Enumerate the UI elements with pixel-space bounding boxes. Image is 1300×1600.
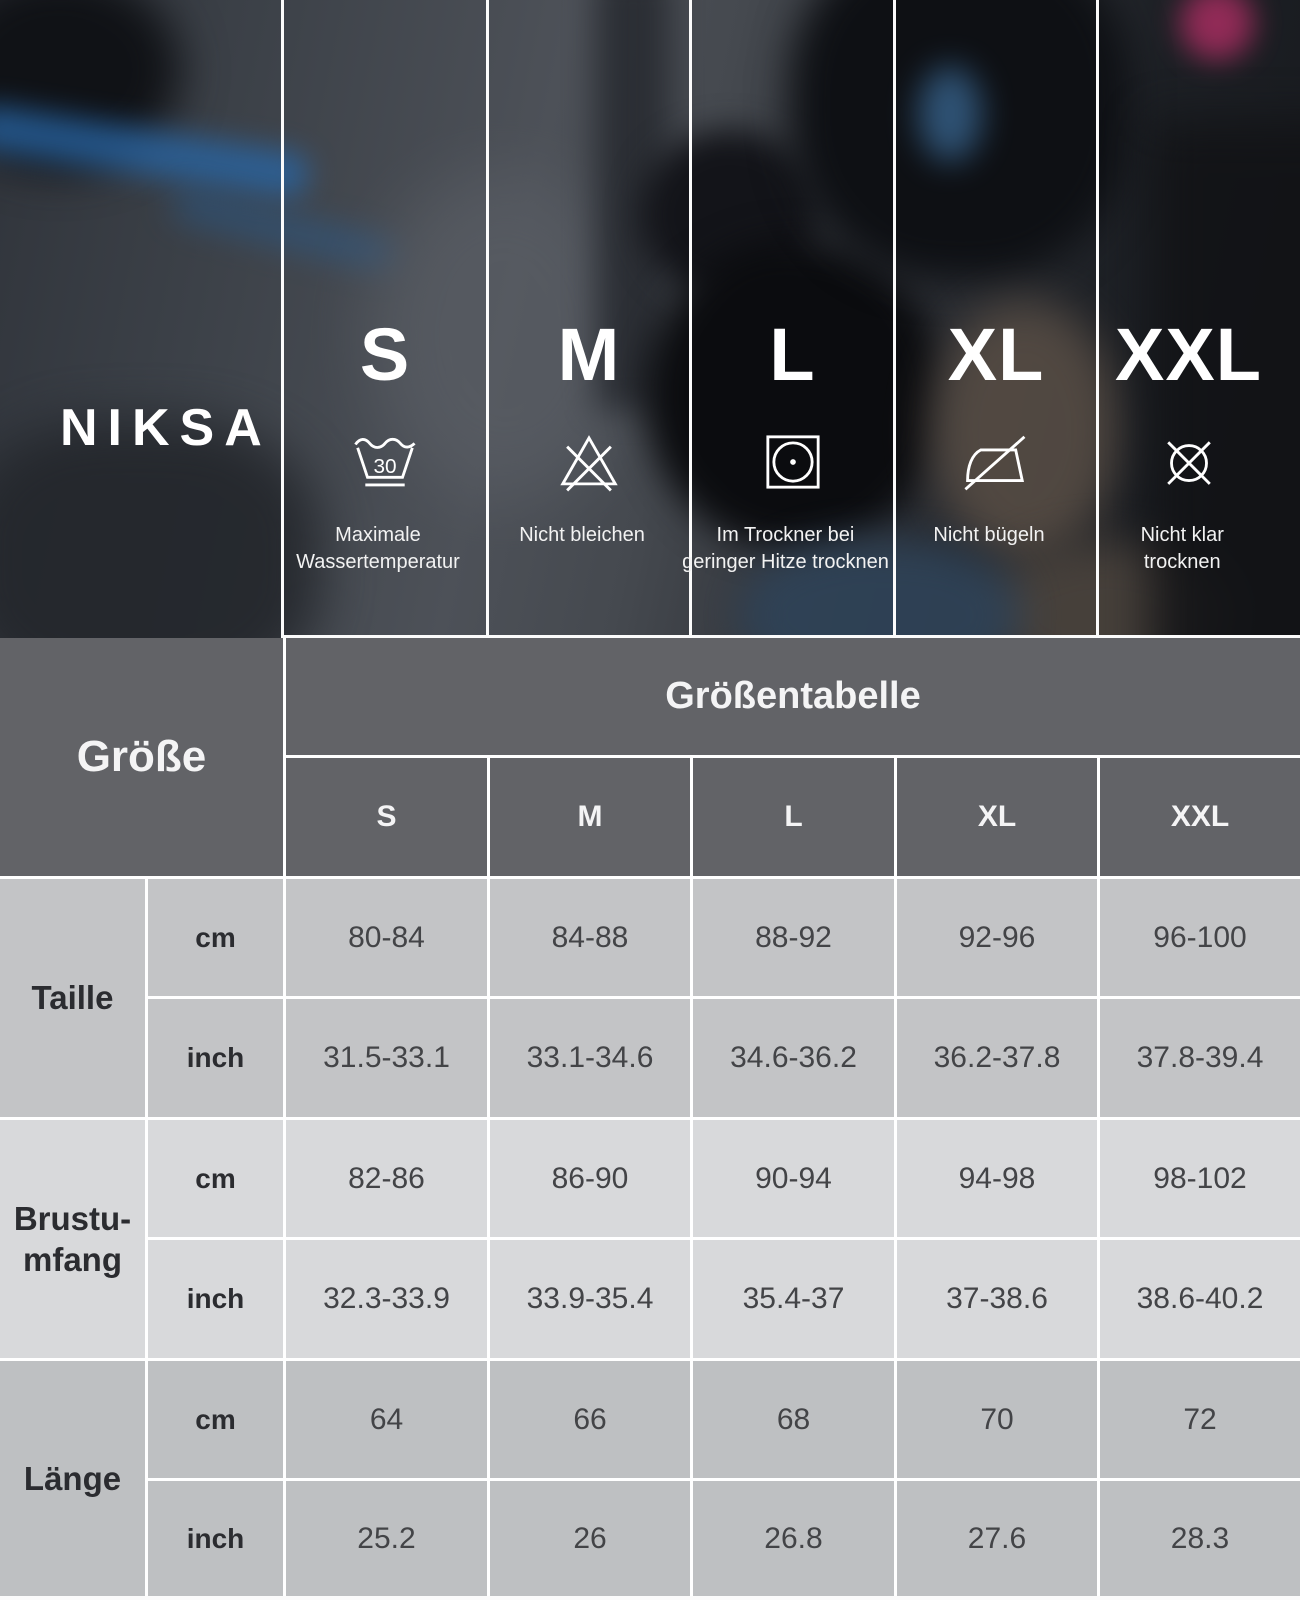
size-letter-m: M (557, 313, 621, 396)
value-cell: 35.4-37 (693, 1240, 894, 1358)
photo-shorts (740, 540, 1020, 638)
size-letter-xl: XL (947, 313, 1045, 396)
photo-shadow (0, 420, 320, 638)
value-cell: 33.1-34.6 (490, 999, 690, 1117)
unit-label: inch (148, 1481, 283, 1596)
photo-highlight (370, 170, 640, 500)
wash-temp-value: 30 (373, 455, 396, 478)
corner-label: Größe (0, 638, 283, 876)
value-cell: 37.8-39.4 (1100, 999, 1300, 1117)
value-cell: 33.9-35.4 (490, 1240, 690, 1358)
no-iron-icon (961, 416, 1031, 508)
banner-bottom-divider (282, 635, 1300, 638)
group-label-laenge: Länge (0, 1361, 145, 1596)
unit-label: inch (148, 999, 283, 1117)
value-cell: 27.6 (897, 1481, 1097, 1596)
unit-label: inch (148, 1240, 283, 1358)
col-header-s: S (286, 758, 487, 876)
col-header-xl: XL (897, 758, 1097, 876)
value-cell: 98-102 (1100, 1120, 1300, 1237)
value-cell: 31.5-33.1 (286, 999, 487, 1117)
hero-banner: NIKSA S 30 Maximale Wassertemperatur M (0, 0, 1300, 638)
photo-pink-detail (1180, 0, 1254, 60)
value-cell: 26 (490, 1481, 690, 1596)
value-cell: 26.8 (693, 1481, 894, 1596)
value-cell: 25.2 (286, 1481, 487, 1596)
column-divider (893, 0, 896, 638)
table-title: Größentabelle (286, 638, 1300, 755)
value-cell: 72 (1100, 1361, 1300, 1478)
column-divider (486, 0, 489, 638)
value-cell: 92-96 (897, 879, 1097, 996)
brand-logo: NIKSA (60, 399, 272, 457)
value-cell: 80-84 (286, 879, 487, 996)
value-cell: 34.6-36.2 (693, 999, 894, 1117)
photo-right-shadow (1150, 120, 1300, 638)
value-cell: 66 (490, 1361, 690, 1478)
care-caption: Nicht bleichen (519, 524, 645, 546)
column-divider (1096, 0, 1099, 638)
care-caption: Nicht bügeln (933, 524, 1045, 546)
value-cell: 94-98 (897, 1120, 1097, 1237)
value-cell: 28.3 (1100, 1481, 1300, 1596)
tumble-dry-low-heat-icon (758, 416, 828, 508)
care-column-xxl: XXL Nicht klar trocknen (1099, 0, 1278, 638)
care-column-l: L Im Trockner bei geringer Hitze trockne… (682, 0, 893, 638)
value-cell: 96-100 (1100, 879, 1300, 996)
size-letter-xxl: XXL (1115, 313, 1262, 396)
col-header-xxl: XXL (1100, 758, 1300, 876)
care-caption: Maximale Wassertemperatur (296, 524, 460, 573)
photo-athlete-arm (930, 300, 1120, 560)
value-cell: 70 (897, 1361, 1097, 1478)
no-dry-clean-icon (1154, 416, 1224, 508)
size-letter-l: L (769, 313, 816, 396)
value-cell: 88-92 (693, 879, 894, 996)
col-header-m: M (490, 758, 690, 876)
column-divider (281, 0, 284, 638)
wash-30-icon: 30 (350, 416, 420, 508)
col-header-l: L (693, 758, 894, 876)
no-bleach-icon (554, 416, 624, 508)
size-letter-s: S (359, 313, 411, 396)
unit-label: cm (148, 1361, 283, 1478)
value-cell: 64 (286, 1361, 487, 1478)
column-divider (689, 0, 692, 638)
care-caption: Im Trockner bei geringer Hitze trocknen (682, 524, 889, 573)
care-column-m: M Nicht bleichen (489, 0, 689, 638)
care-caption: Nicht klar trocknen (1140, 524, 1224, 573)
value-cell: 86-90 (490, 1120, 690, 1237)
value-cell: 90-94 (693, 1120, 894, 1237)
care-column-xl: XL Nicht bügeln (896, 0, 1096, 638)
value-cell: 36.2-37.8 (897, 999, 1097, 1117)
value-cell: 84-88 (490, 879, 690, 996)
size-table: Größe Größentabelle S M L XL XXL Taille … (0, 638, 1300, 1600)
value-cell: 38.6-40.2 (1100, 1240, 1300, 1358)
value-cell: 37-38.6 (897, 1240, 1097, 1358)
value-cell: 82-86 (286, 1120, 487, 1237)
unit-label: cm (148, 879, 283, 996)
care-column-s: S 30 Maximale Wassertemperatur (284, 0, 486, 638)
value-cell: 32.3-33.9 (286, 1240, 487, 1358)
value-cell: 68 (693, 1361, 894, 1478)
group-label-taille: Taille (0, 879, 145, 1117)
photo-blue-glow (918, 66, 982, 162)
unit-label: cm (148, 1120, 283, 1237)
group-label-brustumfang: Brustu- mfang (0, 1120, 145, 1358)
